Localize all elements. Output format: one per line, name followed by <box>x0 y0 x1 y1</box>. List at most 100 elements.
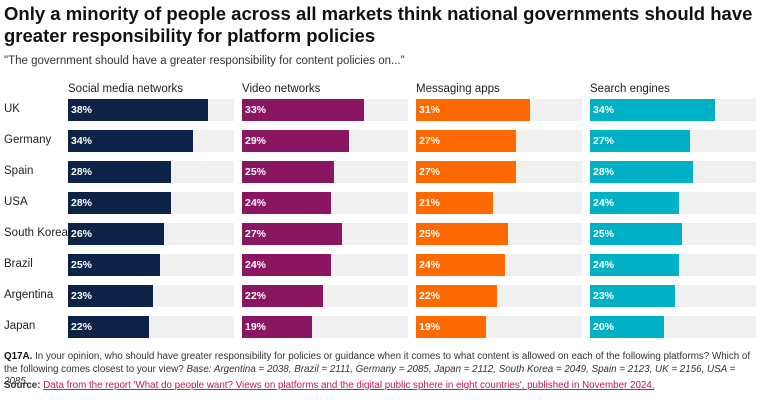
bar-value-label: 24% <box>245 197 267 209</box>
bar <box>416 285 498 307</box>
bar <box>68 316 150 338</box>
bar-track: 27% <box>590 130 756 152</box>
bar-track: 38% <box>68 99 234 121</box>
bar <box>416 99 531 121</box>
bar-value-label: 28% <box>71 197 93 209</box>
bar <box>242 130 349 152</box>
bar-track: 24% <box>590 192 756 214</box>
bar <box>68 223 164 245</box>
bar-value-label: 28% <box>71 166 93 178</box>
bar <box>242 99 364 121</box>
bar-value-label: 34% <box>593 104 615 116</box>
bar-track: 24% <box>590 254 756 276</box>
bar-track: 24% <box>242 254 408 276</box>
bar-value-label: 25% <box>419 228 441 240</box>
bar-value-label: 33% <box>245 104 267 116</box>
sample-base: Base: Argentina = 2038, Brazil = 2111, G… <box>4 363 736 388</box>
bar <box>242 316 313 338</box>
bar-value-label: 27% <box>419 166 441 178</box>
bar-value-label: 20% <box>593 321 615 333</box>
country-label: Spain <box>4 165 34 177</box>
bar-track: 27% <box>242 223 408 245</box>
bar-track: 28% <box>68 161 234 183</box>
bar <box>590 192 679 214</box>
bar-track: 34% <box>590 99 756 121</box>
chart-subtitle: "The government should have a greater re… <box>4 55 405 67</box>
country-label: UK <box>4 103 20 115</box>
bar-track: 21% <box>416 192 582 214</box>
country-label: Japan <box>4 320 36 332</box>
bar-track: 29% <box>242 130 408 152</box>
bar-track: 22% <box>242 285 408 307</box>
panel-title: Video networks <box>242 83 321 95</box>
bar-track: 27% <box>416 161 582 183</box>
bar-track: 22% <box>416 285 582 307</box>
bar-value-label: 19% <box>245 321 267 333</box>
bar-value-label: 24% <box>593 259 615 271</box>
bar <box>416 223 509 245</box>
bar-value-label: 23% <box>593 290 615 302</box>
bar-value-label: 23% <box>71 290 93 302</box>
source-label: Source: <box>4 380 41 391</box>
chart-title: Only a minority of people across all mar… <box>4 3 753 46</box>
bar-value-label: 28% <box>593 166 615 178</box>
bar-value-label: 25% <box>593 228 615 240</box>
bar <box>68 285 153 307</box>
bar-track: 22% <box>68 316 234 338</box>
panel-title: Messaging apps <box>416 83 500 95</box>
bar-value-label: 27% <box>419 135 441 147</box>
bar <box>68 161 172 183</box>
bar-value-label: 24% <box>593 197 615 209</box>
bar-value-label: 24% <box>245 259 267 271</box>
country-label: USA <box>4 196 28 208</box>
bar <box>590 254 679 276</box>
bar-track: 25% <box>68 254 234 276</box>
bar <box>68 99 209 121</box>
bar-value-label: 25% <box>245 166 267 178</box>
bar <box>416 316 487 338</box>
bar-value-label: 24% <box>419 259 441 271</box>
bar-value-label: 25% <box>71 259 93 271</box>
bar-track: 24% <box>242 192 408 214</box>
panel-title: Social media networks <box>68 83 184 95</box>
source-report-link[interactable]: Data from the report 'What do people wan… <box>43 380 655 391</box>
country-label: Brazil <box>4 258 33 270</box>
bar <box>590 316 664 338</box>
bar-value-label: 27% <box>245 228 267 240</box>
bar <box>68 254 161 276</box>
bar-value-label: 31% <box>419 104 441 116</box>
bar-track: 31% <box>416 99 582 121</box>
bar <box>68 192 172 214</box>
bar-value-label: 26% <box>71 228 93 240</box>
bar-track: 23% <box>68 285 234 307</box>
bar-track: 19% <box>242 316 408 338</box>
bar-value-label: 22% <box>245 290 267 302</box>
bar-track: 28% <box>68 192 234 214</box>
bar-value-label: 22% <box>71 321 93 333</box>
country-label: South Korea <box>4 227 68 239</box>
bar-track: 25% <box>590 223 756 245</box>
bar <box>242 161 335 183</box>
bar-track: 24% <box>416 254 582 276</box>
bar-value-label: 21% <box>419 197 441 209</box>
bar <box>416 161 516 183</box>
bar-track: 28% <box>590 161 756 183</box>
bar-track: 19% <box>416 316 582 338</box>
bar-value-label: 38% <box>71 104 93 116</box>
bar-track: 27% <box>416 130 582 152</box>
bar <box>242 192 331 214</box>
bar-track: 23% <box>590 285 756 307</box>
bar-value-label: 19% <box>419 321 441 333</box>
bar <box>416 130 516 152</box>
question-text: In your opinion, who should have greater… <box>4 351 751 375</box>
country-label: Germany <box>4 134 52 146</box>
bar <box>590 161 694 183</box>
bar <box>590 99 716 121</box>
bar-track: 34% <box>68 130 234 152</box>
bar-track: 26% <box>68 223 234 245</box>
bar-value-label: 22% <box>419 290 441 302</box>
bar <box>416 192 494 214</box>
bar-track: 33% <box>242 99 408 121</box>
bar <box>590 130 690 152</box>
bar-value-label: 34% <box>71 135 93 147</box>
